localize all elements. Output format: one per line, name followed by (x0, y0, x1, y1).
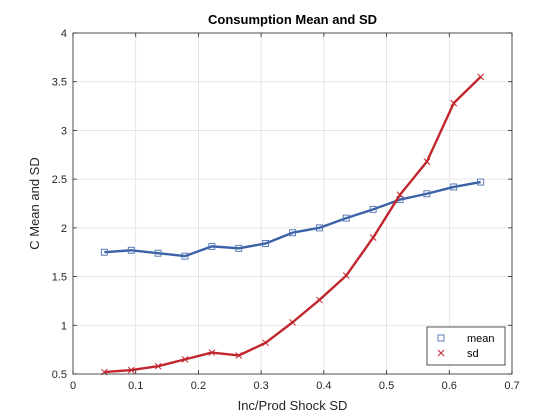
data-point-sd (262, 339, 269, 347)
data-point-sd (342, 272, 350, 279)
y-tick-label: 3 (61, 125, 67, 137)
x-tick-label: 0.5 (379, 380, 394, 392)
data-point-mean (208, 242, 216, 250)
y-tick-label: 3.5 (52, 77, 67, 89)
x-tick-label: 0.6 (442, 380, 457, 392)
x-tick-label: 0 (70, 380, 76, 392)
plot-area (73, 33, 512, 374)
x-tick-label: 0.7 (504, 380, 519, 392)
data-point-mean (342, 214, 350, 222)
data-point-mean (289, 229, 296, 237)
data-point-sd (396, 191, 404, 199)
y-tick-label: 4 (61, 28, 67, 40)
data-point-sd (181, 356, 189, 363)
legend-label-sd: sd (467, 348, 479, 360)
data-point-sd (127, 366, 135, 374)
data-point-sd (154, 362, 162, 370)
data-point-sd (369, 234, 377, 241)
ticks: 0 0.1 0.2 0.3 0.4 0.5 0.6 0.7 0.5 1 1.5 2 2.5 3 3.5 4 (52, 28, 520, 392)
data-point-sd (208, 349, 216, 356)
data-point-mean (315, 224, 323, 232)
data-point-sd (450, 99, 458, 107)
series-layer (100, 73, 485, 376)
data-point-mean (423, 190, 431, 198)
x-tick-label: 0.3 (253, 380, 268, 392)
data-point-mean (369, 205, 377, 213)
data-point-sd (235, 352, 243, 359)
legend-marker-sd (437, 349, 445, 357)
data-point-sd (423, 158, 431, 165)
legend-label-mean: mean (467, 333, 495, 345)
x-tick-label: 0.4 (316, 380, 331, 392)
y-tick-label: 2.5 (52, 174, 67, 186)
chart-title: Consumption Mean and SD (208, 12, 377, 27)
y-tick-label: 2 (61, 223, 67, 235)
plot-frame (72, 32, 513, 375)
y-tick-label: 0.5 (52, 369, 67, 381)
series-line-mean (104, 180, 481, 258)
x-tick-label: 0.1 (128, 380, 143, 392)
data-point-mean (127, 246, 135, 254)
x-tick-label: 0.2 (191, 380, 206, 392)
y-tick-label: 1.5 (52, 272, 67, 284)
legend-box (426, 326, 506, 366)
data-point-mean (235, 244, 243, 252)
data-point-mean (100, 248, 108, 256)
data-point-mean (181, 252, 189, 260)
data-point-sd (316, 296, 323, 304)
legend: mean sd (426, 326, 506, 366)
x-axis-label: Inc/Prod Shock SD (238, 398, 348, 413)
data-point-mean (450, 183, 458, 191)
y-axis-label: C Mean and SD (27, 157, 42, 250)
data-point-sd (289, 319, 296, 326)
data-point-mean (477, 178, 485, 186)
data-point-sd (477, 73, 484, 81)
y-tick-label: 1 (61, 320, 67, 332)
data-point-mean (154, 249, 162, 257)
data-point-mean (262, 239, 270, 247)
legend-marker-mean (437, 334, 445, 342)
